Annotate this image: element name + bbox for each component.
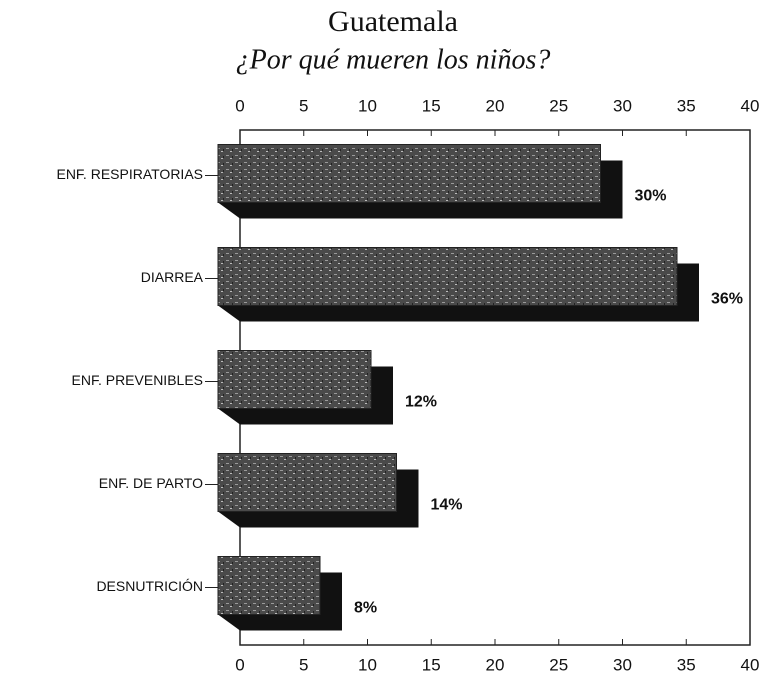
- y-tick-label: DESNUTRICIÓN: [96, 578, 203, 594]
- x-tick-label: 10: [358, 655, 377, 674]
- x-tick-label: 40: [741, 96, 760, 115]
- x-tick-label: 30: [613, 96, 632, 115]
- x-tick-label: 5: [299, 655, 308, 674]
- x-tick-label: 35: [677, 96, 696, 115]
- bar: [217, 453, 397, 512]
- value-label: 14%: [431, 497, 463, 514]
- value-label: 8%: [354, 600, 377, 617]
- x-tick-label: 25: [549, 655, 568, 674]
- bar: [217, 556, 321, 615]
- x-tick-label: 40: [741, 655, 760, 674]
- x-tick-label: 10: [358, 96, 377, 115]
- value-label: 12%: [405, 394, 437, 411]
- x-tick-label: 15: [422, 655, 441, 674]
- x-tick-label: 15: [422, 96, 441, 115]
- x-tick-label: 0: [235, 96, 244, 115]
- x-tick-label: 20: [486, 655, 505, 674]
- y-tick-label: ENF. RESPIRATORIAS: [56, 166, 203, 182]
- y-tick-label: ENF. DE PARTO: [99, 475, 203, 491]
- chart-subtitle: ¿Por qué mueren los niños?: [236, 44, 551, 75]
- chart-title: Guatemala: [328, 5, 458, 38]
- x-tick-label: 20: [486, 96, 505, 115]
- bar: [217, 350, 372, 409]
- bar: [217, 247, 678, 306]
- y-tick-label: ENF. PREVENIBLES: [72, 372, 204, 388]
- x-tick-label: 5: [299, 96, 308, 115]
- value-label: 36%: [711, 291, 743, 308]
- x-tick-label: 0: [235, 655, 244, 674]
- bar: [217, 144, 601, 203]
- y-tick-label: DIARREA: [141, 269, 204, 285]
- x-tick-label: 35: [677, 655, 696, 674]
- value-label: 30%: [635, 188, 667, 205]
- x-tick-label: 30: [613, 655, 632, 674]
- x-tick-label: 25: [549, 96, 568, 115]
